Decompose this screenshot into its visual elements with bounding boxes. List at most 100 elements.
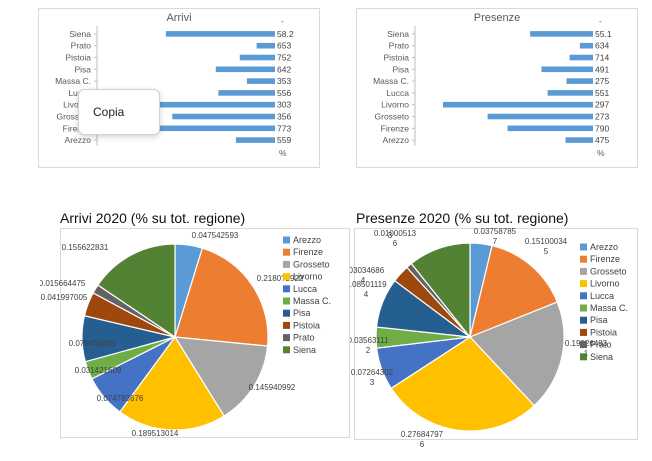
pie-data-label-pisa: 0.079450883 (69, 339, 116, 348)
bar-category-label-prato: Prato (389, 41, 410, 51)
bar-category-label-arezzo: Arezzo (383, 135, 410, 145)
legend-swatch-grosseto (283, 260, 290, 268)
pie-data-label-massa-c: 0.031421609 (75, 366, 122, 375)
pie-data-label-siena: 0.106871663 (369, 228, 412, 240)
pie-data-label-prato: 0.015664475 (40, 279, 86, 288)
bar-category-label-lucca: Lucca (386, 88, 409, 98)
legend-label-lucca: Lucca (293, 284, 317, 294)
pie-slice-livorno (390, 336, 536, 432)
bar-pistoia (239, 54, 275, 61)
bar-value-label-livorno: 297 (595, 100, 609, 110)
bar-grosseto (172, 113, 275, 120)
legend-label-siena: Siena (590, 352, 613, 362)
legend-swatch-siena (580, 353, 587, 361)
legend-label-livorno: Livorno (590, 279, 620, 289)
bar-firenze (507, 125, 593, 132)
bar-category-label-massa-c: Massa C. (373, 76, 409, 86)
bar-prato (256, 42, 275, 49)
pie-data-label-arezzo: 0.047542593 (192, 231, 239, 240)
context-menu[interactable]: Copia (78, 89, 160, 135)
legend-label-firenze: Firenze (590, 254, 620, 264)
pie-data-label-arezzo: 0.03758785 7 (474, 228, 517, 246)
bar-category-label-firenze: Firenze (381, 123, 410, 133)
bar-lucca (547, 90, 593, 96)
pie-slice-siena (410, 242, 471, 339)
legend-swatch-pisa (580, 316, 587, 324)
pie-data-label-livorno: 0.189513014 (132, 429, 179, 438)
legend-swatch-prato (580, 341, 587, 349)
bar-value-label-prato: 634 (595, 41, 609, 51)
bar-value-label-pistoia: 752 (277, 53, 291, 63)
bar-category-label-siena: Siena (387, 29, 409, 39)
bar-value-label-prato: 653 (277, 41, 291, 51)
pie-data-label-pistoia: 0.041997005 (41, 293, 88, 302)
legend-swatch-massa-c (580, 304, 587, 312)
pie-data-label-livorno: 0.27684797 6 (401, 430, 444, 449)
copy-menu-item[interactable]: Copia (93, 105, 125, 119)
bar-category-label-firenze: Firenze (63, 123, 92, 133)
bar-suffix-bottom: % (597, 148, 605, 158)
legend-label-grosseto: Grosseto (590, 266, 627, 276)
legend-label-grosseto: Grosseto (293, 259, 330, 269)
arrivi-pie-title: Arrivi 2020 (% su tot. regione) (60, 210, 246, 226)
legend-label-livorno: Livorno (293, 272, 323, 282)
legend-label-pistoia: Pistoia (590, 327, 617, 337)
legend-swatch-livorno (283, 273, 290, 281)
presenze-pie-title: Presenze 2020 (% su tot. regione) (356, 210, 569, 226)
bar-chart-title: Arrivi (166, 12, 191, 24)
bar-lucca (218, 90, 275, 96)
bar-pisa (215, 66, 275, 73)
bar-livorno (443, 101, 593, 108)
pie-data-label-massa-c: 0.03563111 2 (350, 336, 389, 355)
legend-swatch-siena (283, 346, 290, 354)
bar-category-label-pistoia: Pistoia (383, 53, 409, 63)
bar-category-label-massa-c: Massa C. (55, 76, 91, 86)
legend-swatch-arezzo (580, 243, 587, 251)
bar-category-label-livorno: Livorno (63, 100, 91, 110)
legend-swatch-arezzo (283, 236, 290, 244)
arrivi-pie-chart: 0.047542593 0.2180?2922 0.145940992 0.18951… (40, 231, 331, 438)
arrivi-bar-chart: Arrivi Siena 58.2 Prato 653 Pistoia 752 Pisa 642… (55, 12, 294, 158)
bar-value-label-lucca: 551 (595, 88, 609, 98)
bar-value-label-massa-c: 353 (277, 76, 291, 86)
legend-swatch-firenze (580, 255, 587, 263)
pie-data-label-firenze: 0.2180?2922 (257, 274, 304, 283)
bar-arezzo (565, 137, 593, 143)
bar-massa-c (246, 78, 275, 84)
bar-category-label-pisa: Pisa (392, 64, 409, 74)
legend-label-pistoia: Pistoia (293, 320, 320, 330)
bar-siena (530, 31, 593, 37)
bar-category-label-pistoia: Pistoia (65, 53, 91, 63)
legend-swatch-prato (283, 334, 290, 342)
bar-value-label-pistoia: 714 (595, 53, 609, 63)
legend-label-pisa: Pisa (590, 315, 608, 325)
legend-swatch-grosseto (580, 267, 587, 275)
presenze-pie-chart: 0.0375878570.1510003450.1902648310.27684… (350, 228, 628, 449)
bar-category-label-grosseto: Grosseto (375, 112, 410, 122)
legend-label-lucca: Lucca (590, 291, 614, 301)
bar-value-label-livorno: 303 (277, 100, 291, 110)
bar-value-label-arezzo: 475 (595, 135, 609, 145)
legend-label-pisa: Pisa (293, 308, 311, 318)
bar-value-label-pisa: 491 (595, 64, 609, 74)
bar-category-label-arezzo: Arezzo (65, 135, 92, 145)
bar-firenze (125, 125, 275, 132)
bar-suffix-top: - (281, 16, 284, 26)
legend-label-arezzo: Arezzo (590, 242, 618, 252)
bar-category-label-livorno: Livorno (381, 100, 409, 110)
pie-data-label-prato: 0.01000513 6 (374, 229, 417, 248)
pie-data-label-lucca: 0.074783676 (97, 394, 144, 403)
legend-swatch-pisa (283, 309, 290, 317)
bar-siena (165, 31, 275, 37)
legend-swatch-lucca (580, 292, 587, 300)
bar-value-label-massa-c: 275 (595, 76, 609, 86)
arrivi-bar-chart-frame: Arrivi Siena 58.2 Prato 653 Pistoia 752 Pisa 642… (38, 8, 320, 168)
bar-suffix-top: - (599, 16, 602, 26)
bar-category-label-pisa: Pisa (74, 64, 91, 74)
legend-swatch-pistoia (580, 328, 587, 336)
pie-slice-grosseto (173, 336, 269, 417)
pie-data-label-lucca: 0.07264302 3 (351, 368, 394, 387)
legend-label-massa-c: Massa C. (590, 303, 628, 313)
legend-label-prato: Prato (293, 333, 315, 343)
